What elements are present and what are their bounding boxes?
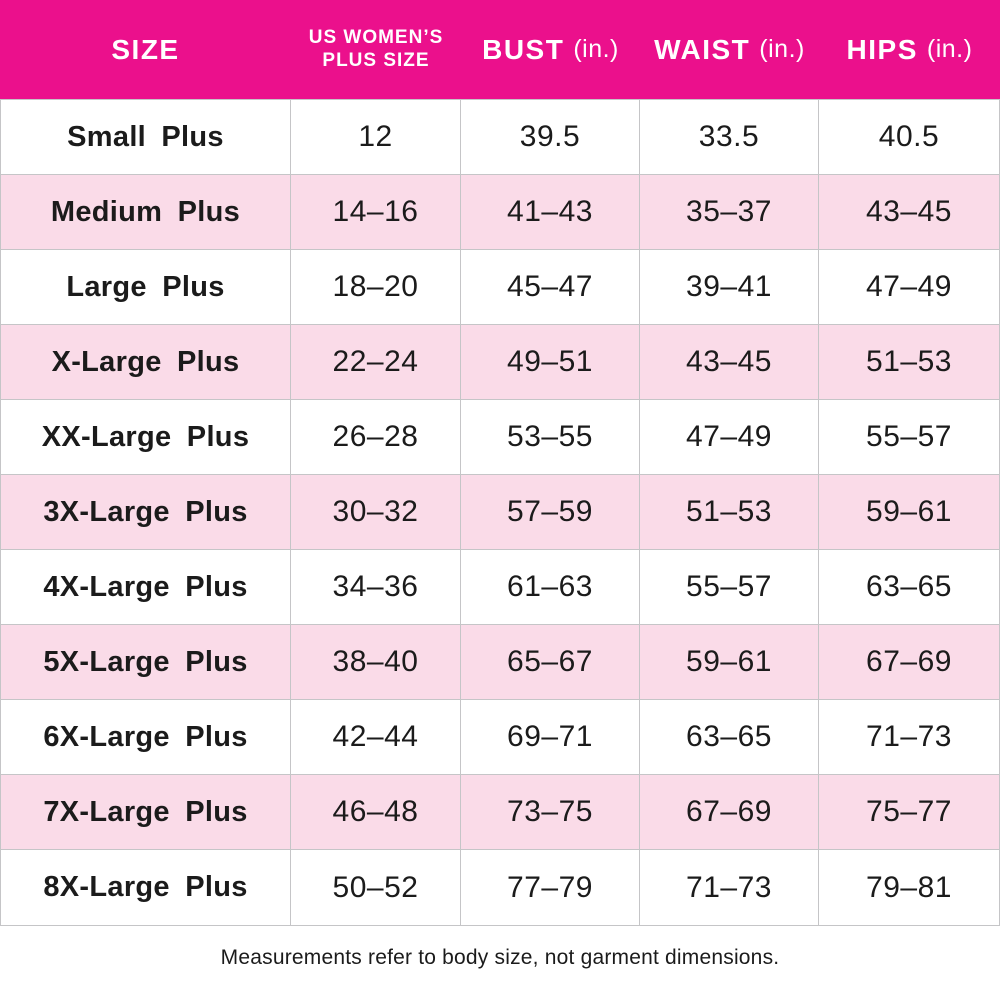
column-header-waist-label: WAIST (654, 33, 751, 65)
bust-cell: 61–63 (461, 550, 640, 624)
size-cell: Large Plus (1, 250, 291, 324)
bust-cell: 73–75 (461, 775, 640, 849)
plus-size-cell: 46–48 (291, 775, 461, 849)
size-cell: X-Large Plus (1, 325, 291, 399)
column-header-size-label: SIZE (111, 33, 180, 65)
table-row-8x-large-plus: 8X-Large Plus 50–52 77–79 71–73 79–81 (1, 850, 999, 925)
table-row-small-plus: Small Plus 12 39.5 33.5 40.5 (1, 100, 999, 175)
bust-cell: 41–43 (461, 175, 640, 249)
hips-cell: 43–45 (866, 195, 952, 228)
hips-cell: 67–69 (866, 645, 952, 678)
waist-cell: 59–61 (640, 625, 819, 699)
plus-size-cell: 42–44 (291, 700, 461, 774)
table-row-5x-large-plus: 5X-Large Plus 38–40 65–67 59–61 67–69 (1, 625, 999, 700)
column-header-bust: BUST (in.) (461, 0, 640, 99)
waist-cell: 63–65 (640, 700, 819, 774)
column-header-hips-label: HIPS (846, 33, 918, 65)
bust-cell: 57–59 (461, 475, 640, 549)
table-header-row: SIZE US WOMEN’S PLUS SIZE BUST (in.) WAI… (0, 0, 1000, 99)
waist-cell: 43–45 (640, 325, 819, 399)
size-cell: 6X-Large Plus (1, 700, 291, 774)
bust-cell: 53–55 (461, 400, 640, 474)
hips-cell: 47–49 (866, 270, 952, 303)
plus-size-cell: 22–24 (291, 325, 461, 399)
size-cell: Medium Plus (1, 175, 291, 249)
hips-cell: 63–65 (866, 570, 952, 603)
table-row-large-plus: Large Plus 18–20 45–47 39–41 47–49 (1, 250, 999, 325)
hips-cell: 79–81 (866, 870, 952, 904)
table-row-3x-large-plus: 3X-Large Plus 30–32 57–59 51–53 59–61 (1, 475, 999, 550)
hips-cell: 51–53 (866, 345, 952, 378)
table-row-4x-large-plus: 4X-Large Plus 34–36 61–63 55–57 63–65 (1, 550, 999, 625)
measurement-footnote: Measurements refer to body size, not gar… (220, 946, 780, 969)
column-header-bust-label: BUST (482, 33, 565, 65)
size-cell: Small Plus (1, 100, 291, 174)
hips-cell: 55–57 (866, 420, 952, 453)
table-row-6x-large-plus: 6X-Large Plus 42–44 69–71 63–65 71–73 (1, 700, 999, 775)
size-cell: 8X-Large Plus (1, 850, 291, 925)
size-cell: 4X-Large Plus (1, 550, 291, 624)
waist-cell: 33.5 (640, 100, 819, 174)
size-cell: 5X-Large Plus (1, 625, 291, 699)
plus-size-cell: 14–16 (291, 175, 461, 249)
hips-cell: 40.5 (878, 120, 940, 153)
table-row-medium-plus: Medium Plus 14–16 41–43 35–37 43–45 (1, 175, 999, 250)
bust-cell: 39.5 (461, 100, 640, 174)
table-body: Small Plus 12 39.5 33.5 40.5 Medium Plus… (0, 99, 1000, 926)
hips-cell: 75–77 (866, 795, 952, 828)
size-cell: XX-Large Plus (1, 400, 291, 474)
plus-size-cell: 50–52 (291, 850, 461, 925)
waist-cell: 35–37 (640, 175, 819, 249)
hips-cell: 59–61 (866, 495, 952, 528)
column-header-hips-unit: (in.) (926, 35, 973, 63)
hips-cell: 71–73 (866, 720, 952, 753)
column-header-size: SIZE (0, 0, 291, 99)
waist-cell: 67–69 (640, 775, 819, 849)
column-header-us-plus-size: US WOMEN’S PLUS SIZE (291, 0, 461, 99)
column-header-bust-unit: (in.) (573, 35, 619, 63)
column-header-hips: HIPS (in.) (819, 0, 1000, 99)
bust-cell: 69–71 (461, 700, 640, 774)
bust-cell: 77–79 (461, 850, 640, 925)
size-cell: 3X-Large Plus (1, 475, 291, 549)
plus-size-cell: 12 (291, 100, 461, 174)
table-row-7x-large-plus: 7X-Large Plus 46–48 73–75 67–69 75–77 (1, 775, 999, 850)
table-row-x-large-plus: X-Large Plus 22–24 49–51 43–45 51–53 (1, 325, 999, 400)
column-header-waist-unit: (in.) (759, 35, 805, 63)
bust-cell: 45–47 (461, 250, 640, 324)
plus-size-cell: 26–28 (291, 400, 461, 474)
plus-size-cell: 30–32 (291, 475, 461, 549)
bust-cell: 65–67 (461, 625, 640, 699)
waist-cell: 39–41 (640, 250, 819, 324)
waist-cell: 71–73 (640, 850, 819, 925)
waist-cell: 55–57 (640, 550, 819, 624)
waist-cell: 47–49 (640, 400, 819, 474)
plus-size-cell: 34–36 (291, 550, 461, 624)
waist-cell: 51–53 (640, 475, 819, 549)
column-header-waist: WAIST (in.) (640, 0, 819, 99)
column-header-us-plus-size-label: US WOMEN’S PLUS SIZE (308, 26, 444, 71)
plus-size-cell: 18–20 (291, 250, 461, 324)
size-cell: 7X-Large Plus (1, 775, 291, 849)
bust-cell: 49–51 (461, 325, 640, 399)
table-row-xx-large-plus: XX-Large Plus 26–28 53–55 47–49 55–57 (1, 400, 999, 475)
plus-size-cell: 38–40 (291, 625, 461, 699)
